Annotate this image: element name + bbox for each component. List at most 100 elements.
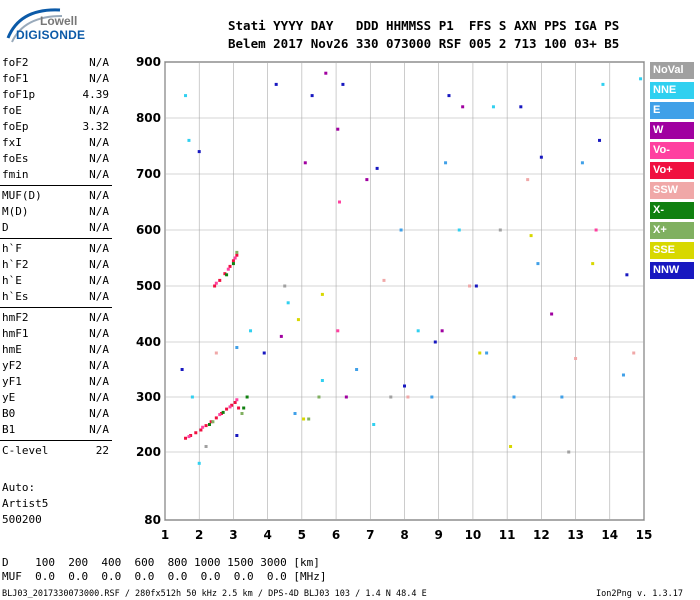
param-name: hmF1 [2, 327, 29, 340]
echo-point [197, 150, 201, 154]
param-row: h`Es N/A [0, 289, 112, 305]
legend-item: E [650, 102, 694, 119]
echo-point [625, 273, 629, 277]
header-labels: Stati YYYY DAY DDD HHMMSS P1 FFS S AXN P… [228, 18, 620, 33]
x-tick-label: 1 [161, 528, 169, 542]
param-row: fmin N/A [0, 167, 112, 183]
echo-point [199, 428, 203, 432]
x-tick-label: 15 [636, 528, 653, 542]
param-row: h`F N/A [0, 241, 112, 257]
legend-item: Vo+ [650, 162, 694, 179]
echo-point [336, 127, 340, 131]
param-name: M(D) [2, 205, 29, 218]
echo-point [389, 395, 393, 399]
echo-point [337, 200, 341, 204]
param-row: D N/A [0, 220, 112, 236]
echo-point [550, 312, 554, 316]
param-separator [0, 238, 112, 239]
echo-point [403, 384, 406, 388]
echo-point [302, 417, 306, 421]
param-name: fmin [2, 168, 29, 181]
param-value: N/A [89, 327, 109, 340]
echo-point [375, 166, 379, 170]
echo-point [201, 425, 205, 429]
param-value: N/A [89, 423, 109, 436]
logo-swoosh-icon [6, 8, 63, 43]
echo-point [184, 94, 188, 98]
echo-point [536, 262, 540, 266]
param-name: foEp [2, 120, 29, 133]
param-row: yF2 N/A [0, 358, 112, 374]
legend-item: NNW [650, 262, 694, 279]
echo-point [632, 351, 636, 355]
param-value: N/A [89, 136, 109, 149]
param-name: foF1 [2, 72, 29, 85]
param-value: N/A [89, 189, 109, 202]
param-value: N/A [89, 205, 109, 218]
echo-point [223, 272, 227, 276]
param-name: foE [2, 104, 22, 117]
param-value: N/A [89, 168, 109, 181]
echo-point [189, 434, 193, 437]
x-tick-labels: 1 2 3 4 5 6 7 8 9 10 11 12 13 14 15 [161, 528, 653, 542]
echo-point [461, 105, 465, 109]
echo-point [211, 420, 215, 424]
param-row: hmE N/A [0, 342, 112, 358]
param-row: foEs N/A [0, 151, 112, 167]
y-tick-label: 800 [136, 111, 161, 125]
param-value: N/A [89, 56, 109, 69]
echo-point [485, 351, 489, 355]
auto-artist: Artist5 [2, 497, 49, 510]
auto-code: 500200 [2, 513, 42, 526]
echo-point [560, 395, 564, 399]
param-name: B1 [2, 423, 16, 436]
echo-point [433, 340, 437, 344]
param-row: C-level 22 [0, 443, 112, 459]
echo-point [235, 250, 239, 254]
auto-label: Auto: [2, 481, 36, 494]
param-row: foF2 N/A [0, 55, 112, 71]
version-label: Ion2Png v. 1.3.17 [596, 589, 683, 599]
param-row: h`F2 N/A [0, 257, 112, 273]
param-value: N/A [89, 242, 109, 255]
x-tick-label: 9 [435, 528, 443, 542]
x-tick-label: 5 [298, 528, 306, 542]
param-name: h`Es [2, 290, 29, 303]
echo-point [591, 262, 595, 266]
legend-item: NoVal [650, 62, 694, 79]
param-name: h`E [2, 274, 22, 287]
legend-item: W [650, 122, 694, 139]
y-tick-label: 80 [144, 513, 161, 527]
echo-point [213, 284, 217, 288]
echo-point [344, 395, 348, 399]
echo-point [574, 357, 578, 360]
echo-point [440, 329, 444, 333]
param-name: yF1 [2, 375, 22, 388]
param-name: h`F2 [2, 258, 29, 271]
param-row: foE N/A [0, 103, 112, 119]
param-name: MUF(D) [2, 189, 42, 202]
echo-point [317, 395, 321, 399]
param-row: hmF2 N/A [0, 310, 112, 326]
param-name: foEs [2, 152, 29, 165]
echo-point [218, 278, 222, 282]
param-row: yE N/A [0, 390, 112, 406]
param-value: N/A [89, 104, 109, 117]
echo-point [237, 406, 241, 410]
x-tick-label: 11 [499, 528, 516, 542]
echo-point [539, 155, 543, 159]
echo-point [372, 423, 376, 426]
param-name: h`F [2, 242, 22, 255]
param-row: M(D) N/A [0, 204, 112, 220]
param-name: yF2 [2, 359, 22, 372]
param-value: N/A [89, 407, 109, 420]
param-row: foF1p 4.39 [0, 87, 112, 103]
legend-item: NNE [650, 82, 694, 99]
param-name: hmF2 [2, 311, 29, 324]
x-tick-label: 10 [465, 528, 482, 542]
echo-point [225, 407, 229, 411]
param-value: N/A [89, 258, 109, 271]
echo-point [457, 228, 461, 232]
param-row: B0 N/A [0, 406, 112, 422]
param-name: fxI [2, 136, 22, 149]
